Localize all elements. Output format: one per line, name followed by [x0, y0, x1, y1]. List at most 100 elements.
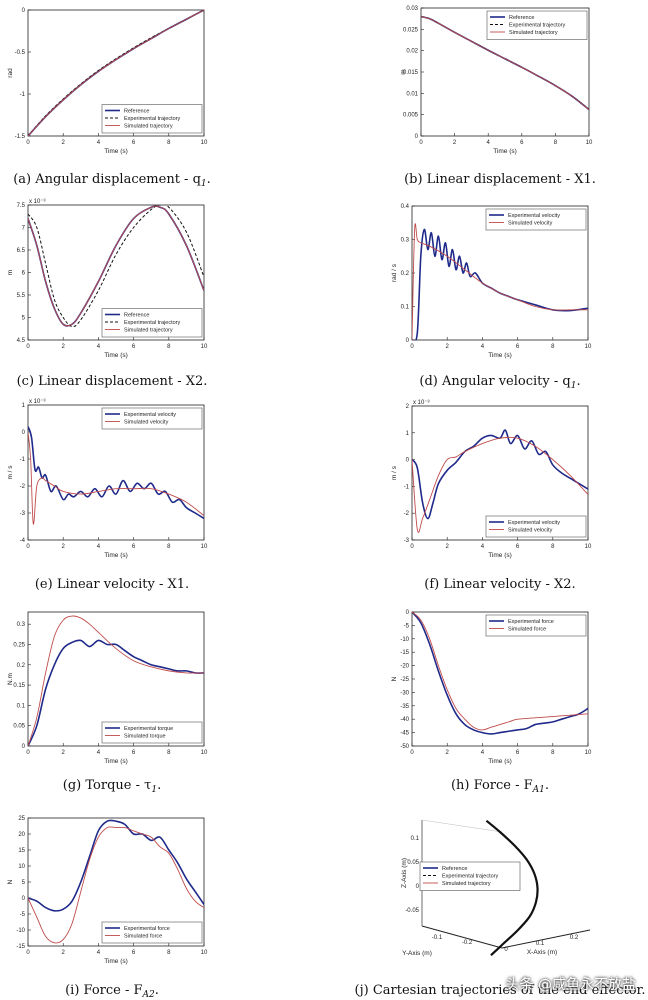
x-tick-label: 6: [132, 950, 136, 956]
y-axis-label: m: [7, 270, 14, 275]
y-tick-label: 0.2: [401, 271, 410, 277]
y-tick-label: -10: [400, 637, 409, 643]
y-tick-label: 10: [18, 864, 25, 870]
x-axis-label: Time (s): [488, 758, 512, 765]
grid-line: [421, 819, 503, 833]
x-tick-label: 0: [26, 544, 30, 550]
y-tick-label: 0.4: [401, 204, 410, 210]
legend-box: [101, 104, 203, 134]
caption-i: (i) Force - FA2.: [65, 983, 159, 1000]
caption-e: (e) Linear velocity - X1.: [35, 577, 189, 592]
y-tick-label: 5.5: [17, 293, 26, 299]
y-tick-label: 1: [22, 403, 26, 409]
y-tick-label: 0.02: [406, 49, 418, 55]
subplot-i: 0 2 4 6 8 10 -15 -10 -5 0 5 10 15 20 25 Time (s) N Experi…: [7, 816, 208, 965]
x-tick-label: 8: [167, 750, 171, 756]
x-tick-label: 4: [97, 344, 101, 350]
x-tick-label: 0: [504, 947, 508, 953]
y-tick-label: 1: [406, 431, 410, 437]
y-tick-label: 5: [22, 880, 26, 886]
x-axis-label: Time (s): [104, 552, 128, 559]
subplot-g: 0 2 4 6 8 10 0 0.05 0.1 0.15 0.2 0.25 0.3 Time (s) N.m…: [7, 611, 208, 765]
legend-label: Experimental velocity: [508, 520, 560, 526]
x-tick-label: 0: [419, 140, 423, 146]
x-tick-label: 0: [26, 950, 30, 956]
y-tick-label: 7.5: [17, 203, 26, 209]
y-tick-label: 0: [22, 896, 26, 902]
x-tick-label: 10: [585, 344, 592, 350]
y-tick-label: -15: [16, 944, 25, 950]
x-tick-label: 10: [201, 950, 208, 956]
z-tick-label: 0.1: [411, 836, 420, 842]
z-tick-label: -0.05: [405, 908, 419, 914]
x-tick-label: 8: [551, 750, 555, 756]
legend-label: Simulated trajectory: [442, 881, 491, 887]
x-tick-label: 2: [453, 140, 457, 146]
caption-main: (d) Angular velocity - q: [419, 374, 570, 389]
legend-box: [101, 407, 203, 430]
subplot-h: 0 2 4 6 8 10-50-45-40-35-30-25-20-15-10-50Tim…: [391, 610, 592, 765]
x-axis-label: X-Axis (m): [527, 949, 557, 956]
subplot-d: 0 2 4 6 8 10 0 0.1 0.2 0.3 0.4 Time (s) rad / s Exper…: [391, 204, 592, 359]
legend-label: Simulated force: [124, 934, 162, 940]
legend-label: Experimental trajectory: [442, 874, 498, 880]
y-tick-label: 0.03: [406, 6, 418, 12]
caption-main: (b) Linear displacement - X1.: [404, 172, 596, 187]
x-tick-label: 6: [516, 544, 520, 550]
x-tick-label: 4: [97, 544, 101, 550]
caption-end: .: [207, 172, 211, 187]
y-tick-label: -50: [400, 744, 409, 750]
caption-main: (j) Cartesian trajectories of the end ef…: [355, 983, 646, 998]
x-tick-label: 4: [97, 950, 101, 956]
y-tick-label: 0: [406, 458, 410, 464]
caption-subscript: A2: [142, 990, 155, 1000]
x-tick-label: 6: [132, 140, 136, 146]
y-tick-label: 0.25: [13, 642, 25, 648]
y-tick-label: -20: [400, 664, 409, 670]
series-line: [421, 16, 589, 110]
x-tick-label: 10: [585, 544, 592, 550]
x-tick-label: 0: [26, 344, 30, 350]
caption-end: .: [545, 778, 549, 793]
y-tick-label: 2: [406, 404, 410, 410]
y-tick-label: -45: [400, 731, 409, 737]
legend-label: Simulated torque: [124, 734, 166, 740]
y-exponent-label: x 10⁻³: [29, 199, 46, 205]
caption-end: .: [155, 983, 159, 998]
subplot-j: 0.1 0.05 0 -0.05 0 0.1 0.2 -0.1 -0.2 Z-Axis (m) X-…: [401, 819, 591, 957]
caption-subscript: 1: [571, 381, 577, 391]
x-tick-label: 2: [62, 344, 66, 350]
x-axis-line: [501, 929, 591, 949]
x-tick-label: 10: [585, 750, 592, 756]
y-tick-label: 0.1: [401, 305, 410, 311]
caption-end: .: [157, 778, 161, 793]
caption-main: (g) Torque - τ: [63, 778, 152, 793]
z-tick-label: 0: [416, 884, 420, 890]
y-axis-label: m / s: [7, 465, 14, 480]
x-tick-label: 10: [586, 140, 593, 146]
y-tick-label: 6: [22, 271, 26, 277]
caption-main: (e) Linear velocity - X1.: [35, 577, 189, 592]
x-tick-label: 6: [132, 750, 136, 756]
legend-label: Simulated trajectory: [124, 124, 173, 130]
legend-label: Experimental velocity: [124, 412, 176, 418]
y-tick-label: 0.015: [403, 70, 419, 76]
legend-label: Experimental force: [508, 619, 554, 625]
y-tick-label: -3: [20, 511, 26, 517]
caption-main: (a) Angular displacement - q: [13, 172, 201, 187]
caption-main: (c) Linear displacement - X2.: [17, 374, 208, 389]
legend-box: [485, 515, 587, 538]
y-tick-label: -5: [404, 623, 410, 629]
x-tick-label: 6: [132, 544, 136, 550]
subplot-c: 0 2 4 6 8 10 4.5 5 5.5 6 6.5 7 7.5x 10⁻³ Time (s) m Ref…: [7, 199, 208, 359]
x-tick-label: 0: [410, 344, 414, 350]
series-line: [412, 223, 588, 340]
x-tick-label: 10: [201, 140, 208, 146]
caption-h: (h) Force - FA1.: [451, 778, 549, 795]
x-tick-label: 4: [97, 750, 101, 756]
y-tick-label: 0.01: [406, 91, 418, 97]
legend-label: Simulated trajectory: [124, 328, 173, 334]
x-tick-label: 4: [481, 544, 485, 550]
legend-label: Experimental force: [124, 926, 170, 932]
y-axis-label: Y-Axis (m): [402, 950, 432, 957]
